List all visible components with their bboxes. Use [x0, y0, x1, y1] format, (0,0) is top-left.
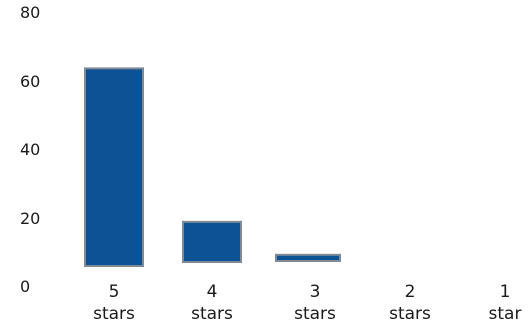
- x-tick-unit: stars: [93, 304, 135, 324]
- x-tick-number: 1: [500, 282, 511, 302]
- x-tick-number: 5: [109, 282, 120, 302]
- bar-3-stars: [275, 253, 341, 262]
- bar-4-stars: [182, 220, 242, 264]
- y-tick-label: 40: [20, 140, 40, 159]
- x-tick-unit: stars: [294, 304, 336, 324]
- x-tick-number: 3: [310, 282, 321, 302]
- y-axis: 80 60 40 20 0: [20, 3, 40, 296]
- y-tick-label: 80: [20, 3, 40, 22]
- x-tick-unit: star: [489, 304, 522, 324]
- x-tick-number: 4: [207, 282, 218, 302]
- x-tick-number: 2: [405, 282, 416, 302]
- x-axis: 5 stars 4 stars 3 stars 2 stars 1 star: [93, 282, 521, 324]
- x-tick-unit: stars: [389, 304, 431, 324]
- bars: [84, 67, 341, 268]
- x-tick-unit: stars: [191, 304, 233, 324]
- y-tick-label: 60: [20, 72, 40, 91]
- y-tick-label: 20: [20, 209, 40, 228]
- y-tick-label: 0: [20, 277, 30, 296]
- bar-5-stars: [84, 67, 144, 268]
